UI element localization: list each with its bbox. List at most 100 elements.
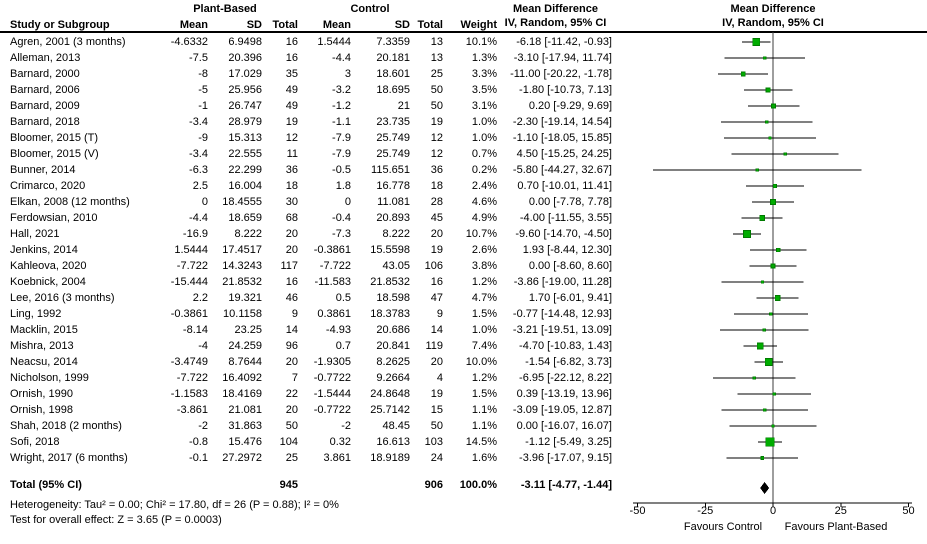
ctrl-mean-value: 1.8 [335,180,351,192]
mean-difference-ci: -4.00 [-11.55, 3.55] [519,212,612,224]
pb-total-value: 16 [285,36,298,48]
pb-total-value: 35 [285,68,298,80]
ctrl-total-value: 20 [430,356,443,368]
pb-mean-value: -2 [198,420,208,432]
ctrl-sd-value: 43.05 [382,260,410,272]
ctrl-sd-value: 24.8648 [370,388,410,400]
pb-mean-value: -9 [198,132,208,144]
mean-difference-ci: 0.00 [-7.78, 7.78] [528,196,612,208]
column-header-row: Study or Subgroup Mean SD Total Mean SD … [0,17,927,32]
pb-mean-value: -6.3 [189,164,208,176]
ctrl-mean-value: 0 [344,196,351,208]
study-name: Neacsu, 2014 [10,356,78,368]
ctrl-sd-value: 8.222 [382,228,410,240]
weight-value: 1.3% [471,52,497,64]
ctrl-sd-value: 23.735 [376,116,410,128]
ctrl-mean-value: -7.722 [319,260,351,272]
mean-difference-ci: -1.54 [-6.82, 3.73] [525,356,612,368]
pb-sd-value: 27.2972 [222,452,262,464]
mean-difference-ci: 1.93 [-8.44, 12.30] [522,244,612,256]
ctrl-total-value: 50 [430,84,443,96]
weight-value: 4.7% [471,292,497,304]
pb-sd-value: 24.259 [228,340,262,352]
pb-mean-value: 2.5 [192,180,208,192]
effect-column-subtitle: IV, Random, 95% CI [504,17,607,29]
ctrl-mean-value: -1.2 [332,100,351,112]
pb-sd-value: 19.321 [228,292,262,304]
ctrl-mean-value: -0.4 [332,212,351,224]
weight-value: 0.7% [471,148,497,160]
ctrl-mean-value: -1.5444 [313,388,351,400]
study-row: Agren, 2001 (3 months) -4.6332 6.9498 16… [0,34,927,50]
mean-difference-ci: -3.10 [-17.94, 11.74] [513,52,612,64]
study-row: Ling, 1992 -0.3861 10.1158 9 0.3861 18.3… [0,306,927,322]
weight-value: 3.1% [471,100,497,112]
ctrl-sd-value: 9.2664 [376,372,410,384]
ctrl-mean-value: 0.5 [335,292,351,304]
pb-sd-value: 14.3243 [222,260,262,272]
pb-sd-value: 23.25 [234,324,262,336]
mean-difference-ci: -11.00 [-20.22, -1.78] [510,68,612,80]
pb-total-value: 20 [285,228,298,240]
study-name: Bunner, 2014 [10,164,76,176]
study-row: Barnard, 2009 -1 26.747 49 -1.2 21 50 3.… [0,98,927,114]
pb-mean-value: -15.444 [170,276,208,288]
control-group-header: Control [350,3,390,15]
pb-total-value: 19 [285,116,298,128]
weight-value: 10.7% [465,228,497,240]
pb-mean-value: -1 [198,100,208,112]
weight-value: 14.5% [465,436,497,448]
weight-value: 1.2% [471,276,497,288]
ctrl-sd-value: 11.081 [377,196,410,208]
study-name: Koebnick, 2004 [10,276,86,288]
weight-value: 0.2% [471,164,497,176]
study-name: Sofi, 2018 [10,436,60,448]
axis-tick-label: -50 [629,505,646,517]
study-name: Barnard, 2009 [10,100,80,112]
study-row: Koebnick, 2004 -15.444 21.8532 16 -11.58… [0,274,927,290]
pb-mean-value: -8.14 [182,324,208,336]
pb-sd-value: 21.8532 [222,276,262,288]
pb-total-value: 96 [285,340,298,352]
ctrl-sd-value: 115.651 [371,164,410,176]
weight-value: 1.0% [471,116,497,128]
weight-value: 3.5% [471,84,497,96]
mean-difference-ci: -4.70 [-10.83, 1.43] [519,340,612,352]
ctrl-total-value: 119 [425,340,443,352]
ctrl-mean-value: 3 [344,68,351,80]
col-ctrl-total: Total [417,19,443,31]
mean-difference-ci: -5.80 [-44.27, 32.67] [512,164,612,176]
effect-column-title: Mean Difference [513,3,598,15]
weight-value: 10.1% [465,36,497,48]
ctrl-mean-value: -0.7722 [313,372,351,384]
ctrl-mean-value: -0.3861 [313,244,351,256]
ctrl-mean-value: -7.9 [332,148,351,160]
ctrl-total-value: 12 [430,148,443,160]
ctrl-total-value: 19 [430,116,443,128]
ctrl-sd-value: 18.695 [376,84,410,96]
total-mean-difference-ci: -3.11 [-4.77, -1.44] [520,479,612,491]
axis-tick-label: 0 [769,505,777,517]
mean-difference-ci: 0.00 [-16.07, 16.07] [516,420,612,432]
pb-sd-value: 22.555 [228,148,262,160]
pb-sd-value: 28.979 [228,116,262,128]
ctrl-sd-value: 7.3359 [376,36,410,48]
mean-difference-ci: -6.95 [-22.12, 8.22] [519,372,612,384]
pb-mean-value: -3.4 [189,148,208,160]
pb-total-value: 36 [285,164,298,176]
pb-total-value: 9 [291,308,298,320]
study-row: Sofi, 2018 -0.8 15.476 104 0.32 16.613 1… [0,434,927,450]
study-name: Wright, 2017 (6 months) [10,452,128,464]
study-row: Ferdowsian, 2010 -4.4 18.659 68 -0.4 20.… [0,210,927,226]
study-name: Barnard, 2000 [10,68,80,80]
col-weight: Weight [460,19,497,31]
mean-difference-ci: 0.00 [-8.60, 8.60] [528,260,612,272]
ctrl-total-value: 12 [430,132,443,144]
pb-total-value: 7 [291,372,298,384]
ctrl-total-value: 50 [430,420,443,432]
weight-value: 2.6% [471,244,497,256]
pb-sd-value: 25.956 [228,84,262,96]
pb-total-value: 50 [285,420,298,432]
pb-mean-value: -16.9 [182,228,208,240]
study-name: Macklin, 2015 [10,324,78,336]
